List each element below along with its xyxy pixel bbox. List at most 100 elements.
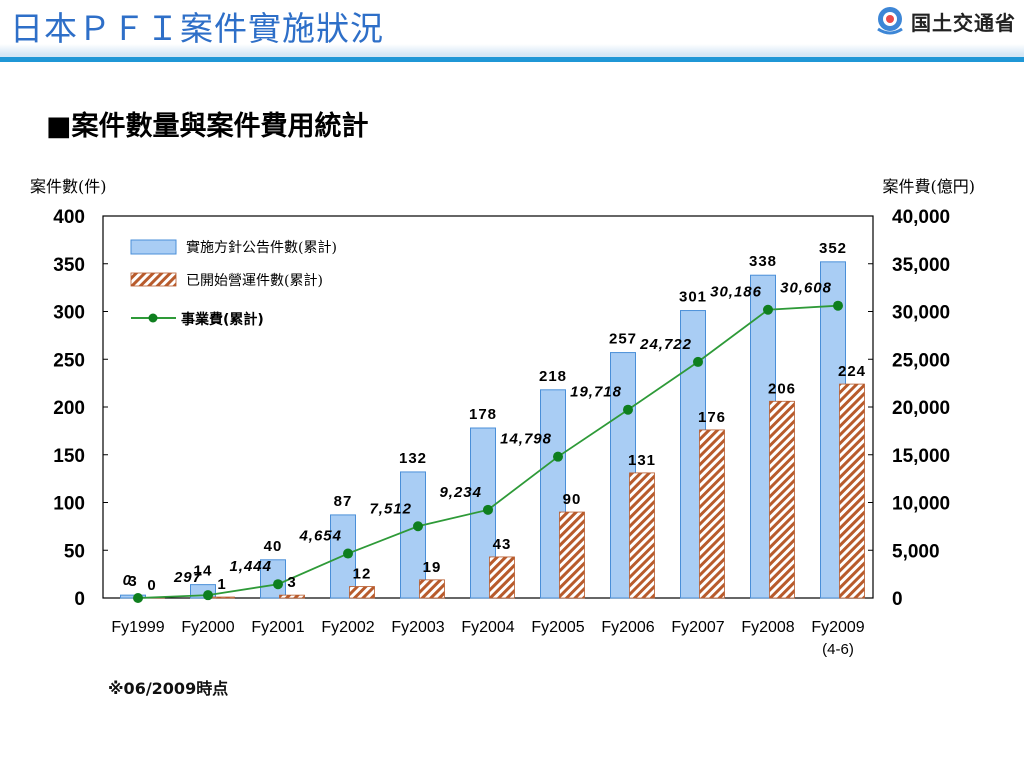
y-right-tick-label: 5,000	[892, 541, 940, 562]
cost-label: 9,234	[439, 484, 482, 501]
bar-operating-label: 0	[147, 577, 156, 594]
x-category-label: Fy2009	[811, 619, 864, 636]
bar-operating	[209, 596, 235, 599]
cost-point	[763, 304, 773, 315]
cost-label: 14,798	[500, 431, 552, 448]
bar-operating-label: 43	[493, 536, 512, 553]
x-category-label: Fy2006	[601, 619, 654, 636]
y-left-ticks: 0 50 100 150 200 250 300 350 400	[53, 207, 108, 610]
y-left-tick-label: 150	[53, 446, 85, 467]
y-right-tick-label: 15,000	[892, 446, 950, 467]
bar-operating	[559, 511, 585, 599]
line-cost	[133, 300, 843, 603]
cost-point	[833, 300, 843, 311]
bar-announced-label: 132	[399, 450, 427, 467]
cost-point	[273, 579, 283, 590]
cost-label: 1,444	[229, 558, 272, 575]
x-category-label: Fy2008	[741, 619, 794, 636]
bar-operating-label: 224	[838, 363, 866, 380]
cost-point	[203, 590, 213, 601]
cost-label: 30,608	[780, 280, 832, 297]
bar-operating-label: 3	[287, 574, 296, 591]
bar-announced-label: 178	[469, 406, 497, 423]
y-right-tick-label: 40,000	[892, 207, 950, 228]
x-axis: Fy1999 Fy2000 Fy2001 Fy2002 Fy2003 Fy2004 Fy20…	[111, 619, 864, 658]
y-left-tick-label: 400	[53, 207, 85, 228]
legend-swatch-announced	[130, 239, 177, 255]
y-left-tick-label: 50	[64, 541, 85, 562]
y-right-axis-label: 案件費(億円)	[883, 177, 976, 196]
bar-announced-label: 87	[334, 493, 353, 510]
legend-label-announced: 實施方針公告件數(累計)	[186, 239, 337, 256]
legend-swatch-cost-marker	[148, 313, 158, 323]
footnote: ※06/2009時点	[108, 679, 229, 698]
y-right-tick-label: 30,000	[892, 303, 950, 324]
y-left-tick-label: 0	[74, 589, 85, 610]
page-title: 日本ＰＦＩ案件實施狀況	[10, 9, 384, 48]
y-left-axis-label: 案件數(件)	[30, 177, 107, 196]
y-left-tick-label: 350	[53, 255, 85, 276]
bar-operating-label: 1	[217, 576, 226, 593]
bar-operating	[699, 429, 725, 599]
cost-label: 0	[123, 572, 132, 589]
y-left-tick-label: 250	[53, 350, 85, 371]
x-category-note: (4-6)	[822, 641, 854, 658]
cost-point	[483, 504, 493, 515]
cost-point	[343, 548, 353, 559]
x-category-label: Fy2004	[461, 619, 514, 636]
x-category-label: Fy2001	[251, 619, 304, 636]
cost-label: 297	[173, 569, 202, 586]
bar-operating	[489, 556, 515, 599]
cost-label: 4,654	[298, 528, 342, 545]
bar-operating	[349, 586, 375, 599]
y-right-tick-label: 25,000	[892, 350, 950, 371]
x-category-label: Fy2000	[181, 619, 234, 636]
bars-operating	[139, 383, 865, 599]
bar-announced-label: 338	[749, 253, 777, 270]
bar-announced-label: 352	[819, 240, 847, 257]
cost-label: 19,718	[570, 384, 622, 401]
bar-operating	[279, 594, 305, 599]
cost-point	[133, 593, 143, 603]
cost-point	[693, 356, 703, 367]
bar-operating	[419, 579, 445, 599]
x-category-label: Fy1999	[111, 619, 164, 636]
y-right-ticks: 0 5,000 10,000 15,000 20,000 25,000 30,000 35,0…	[868, 207, 950, 610]
header-divider	[0, 57, 1024, 62]
legend-label-operating: 已開始營運件數(累計)	[186, 273, 323, 289]
bar-operating	[769, 400, 795, 599]
bar-operating-label: 12	[353, 566, 372, 583]
cost-label: 24,722	[639, 336, 692, 353]
legend: 實施方針公告件數(累計) 已開始營運件數(累計) 事業費(累計)	[130, 239, 337, 328]
y-right-tick-label: 20,000	[892, 398, 950, 419]
y-right-tick-label: 10,000	[892, 494, 950, 515]
bar-announced-label: 14	[194, 563, 213, 580]
logo-text: 国土交通省	[911, 10, 1016, 35]
cost-point	[413, 521, 423, 532]
x-category-label: Fy2003	[391, 619, 444, 636]
x-category-label: Fy2002	[321, 619, 374, 636]
bar-announced-label: 40	[264, 538, 283, 555]
bar-operating	[629, 472, 655, 599]
data-labels: 3 014140387121321917843218902571313011763…	[123, 240, 866, 594]
bar-operating-label: 206	[768, 380, 796, 397]
bar-operating-label: 90	[563, 491, 582, 508]
y-left-tick-label: 100	[53, 494, 85, 515]
y-left-tick-label: 200	[53, 398, 85, 419]
header-band	[0, 44, 1024, 62]
cost-label: 30,186	[710, 284, 762, 301]
y-left-tick-label: 300	[53, 303, 85, 324]
section-title: ■案件數量與案件費用統計	[46, 111, 369, 142]
bar-announced-label: 301	[679, 289, 707, 306]
ministry-logo: 国土交通省	[874, 3, 1016, 39]
legend-label-cost: 事業費(累計)	[181, 311, 264, 328]
x-category-label: Fy2005	[531, 619, 584, 636]
bar-announced	[260, 559, 286, 599]
bar-announced-label: 257	[609, 331, 637, 348]
legend-swatch-operating	[130, 272, 177, 287]
bar-announced-label: 3	[128, 573, 137, 590]
bar-operating-label: 176	[698, 409, 726, 426]
cost-label: 7,512	[369, 500, 412, 517]
x-category-label: Fy2007	[671, 619, 724, 636]
